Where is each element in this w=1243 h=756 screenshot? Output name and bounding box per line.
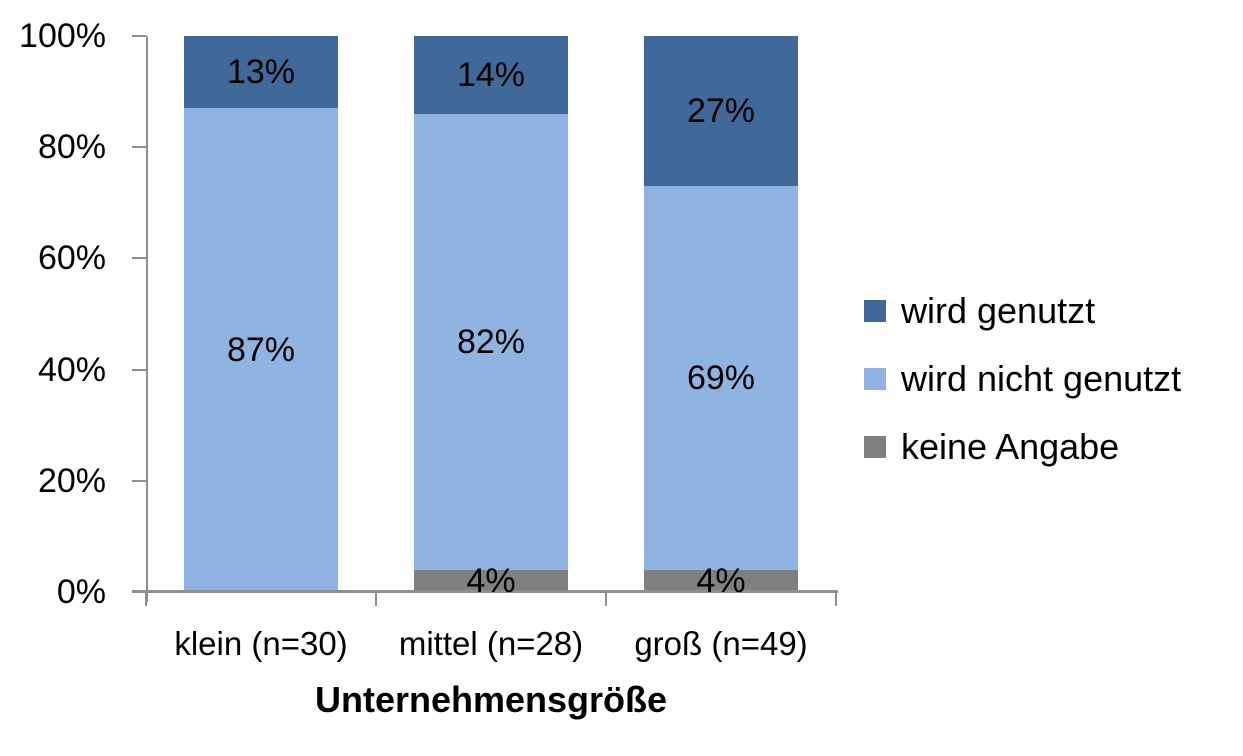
bar-segment — [414, 569, 568, 592]
segment-label: 82% — [456, 322, 526, 361]
y-axis-line — [146, 36, 148, 602]
x-axis-title: Unternehmensgröße — [314, 679, 668, 720]
category-label: groß (n=49) — [634, 625, 808, 662]
bar-segment — [644, 36, 798, 187]
legend-label: wird genutzt — [901, 290, 1096, 331]
y-tick-label: 0% — [56, 573, 106, 611]
bar-segment — [414, 36, 568, 114]
segment-label: 87% — [226, 331, 296, 370]
legend-item: keine Angabe — [864, 425, 1181, 469]
legend-swatch — [864, 368, 886, 390]
bar-segment — [644, 569, 798, 592]
bar-segment — [414, 113, 568, 570]
x-tick — [835, 592, 837, 606]
bar-segment — [184, 108, 338, 592]
legend-item: wird nicht genutzt — [864, 357, 1181, 401]
y-tick-label: 100% — [19, 17, 106, 55]
bar-segment — [184, 36, 338, 109]
y-tick — [132, 35, 146, 37]
x-tick — [145, 592, 147, 606]
category-label: klein (n=30) — [174, 625, 348, 662]
x-axis-line — [132, 590, 838, 593]
segment-label: 14% — [456, 55, 526, 94]
segment-label: 4% — [466, 561, 516, 600]
legend-swatch — [864, 436, 886, 458]
segment-label: 27% — [686, 92, 756, 131]
y-tick-label: 40% — [37, 350, 106, 389]
legend-item: wird genutzt — [864, 289, 1181, 333]
segment-label: 4% — [696, 561, 746, 600]
segment-label: 69% — [686, 358, 756, 397]
y-tick-label: 80% — [37, 128, 106, 167]
legend-label: wird nicht genutzt — [901, 358, 1182, 399]
y-tick — [132, 368, 146, 371]
bar-segment — [644, 186, 798, 570]
y-tick — [132, 479, 146, 482]
x-tick — [605, 592, 607, 606]
x-tick — [375, 592, 377, 606]
legend-label: keine Angabe — [901, 426, 1120, 467]
y-tick-label: 20% — [37, 461, 106, 500]
y-tick — [132, 146, 146, 149]
y-tick-label: 60% — [37, 239, 106, 278]
category-label: mittel (n=28) — [398, 625, 584, 662]
segment-label: 13% — [226, 53, 296, 92]
legend: wird genutzt wird nicht genutzt keine Anga… — [864, 289, 1181, 469]
legend-swatch — [864, 300, 886, 322]
y-tick — [132, 591, 146, 593]
y-tick — [132, 257, 146, 260]
